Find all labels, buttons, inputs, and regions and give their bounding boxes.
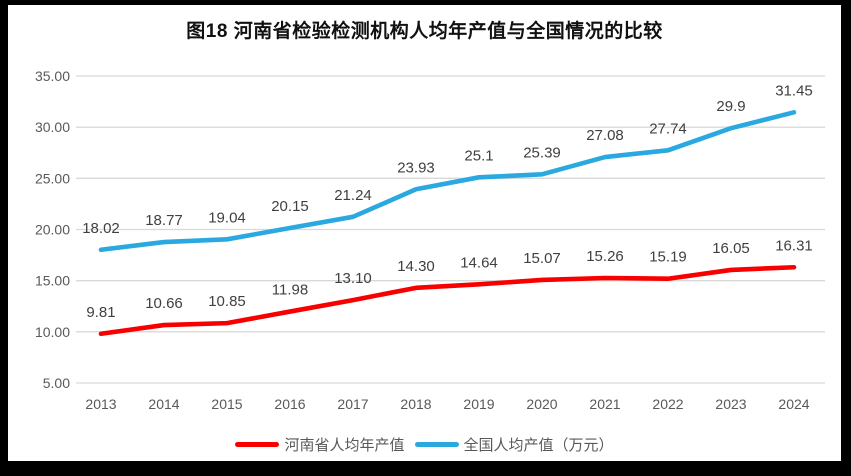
x-tick-label: 2022 [652,396,683,412]
data-label: 15.26 [586,248,624,265]
x-tick-label: 2024 [778,396,809,412]
data-label: 15.07 [523,250,561,267]
y-tick-label: 35.00 [35,68,70,84]
x-tick-label: 2021 [589,396,620,412]
chart-title: 图18 河南省检验检测机构人均年产值与全国情况的比较 [186,21,663,42]
data-label: 27.74 [649,120,687,137]
series-line-1 [98,110,797,253]
data-label: 15.19 [649,249,687,266]
line-chart: 5.00 10.00 15.00 20.00 25.00 30.00 35.00 2013 20… [35,68,825,412]
series-line-0 [98,264,797,337]
data-label: 18.77 [145,212,183,229]
x-tick-label: 2013 [85,396,116,412]
x-tick-label: 2019 [463,396,494,412]
data-label: 14.64 [460,254,498,271]
data-label: 21.24 [334,187,372,204]
data-label: 20.15 [271,198,309,215]
data-label: 16.31 [775,237,813,254]
x-tick-label: 2018 [400,396,431,412]
x-tick-label: 2016 [274,396,305,412]
data-label: 18.02 [82,220,120,237]
data-label: 10.66 [145,295,183,312]
legend-item-1: 全国人均产值（万元） [414,434,614,455]
x-tick-label: 2023 [715,396,746,412]
legend-label: 河南省人均年产值 [284,437,405,454]
data-label: 23.93 [397,159,435,176]
data-label: 11.98 [272,282,308,299]
x-tick-label: 2020 [526,396,557,412]
chart-panel: 图18 河南省检验检测机构人均年产值与全国情况的比较 5.00 10.00 15.0… [8,5,841,461]
y-tick-label: 25.00 [35,170,70,186]
x-tick-label: 2015 [211,396,242,412]
y-tick-label: 20.00 [35,222,70,238]
y-tick-label: 15.00 [35,273,70,289]
data-label: 19.04 [208,209,246,226]
legend-line-swatch [235,442,280,447]
x-tick-label: 2017 [337,396,368,412]
data-label: 16.05 [712,240,750,257]
data-label: 10.85 [208,293,246,310]
data-label: 9.81 [86,304,115,321]
data-label: 13.10 [334,270,372,287]
y-tick-label: 10.00 [35,324,70,340]
data-label: 25.39 [523,144,561,161]
y-tick-label: 30.00 [35,119,70,135]
data-label: 29.9 [716,98,745,115]
legend-label: 全国人均产值（万元） [463,437,614,454]
chart-legend: 河南省人均年产值 全国人均产值（万元） [8,434,841,455]
data-label: 27.08 [586,127,624,144]
x-tick-label: 2014 [148,396,179,412]
y-tick-label: 5.00 [43,375,70,391]
data-label: 31.45 [775,82,813,99]
legend-line-swatch [414,442,459,447]
legend-item-0: 河南省人均年产值 [235,434,405,455]
data-label: 25.1 [464,147,493,164]
data-label: 14.30 [397,258,435,275]
